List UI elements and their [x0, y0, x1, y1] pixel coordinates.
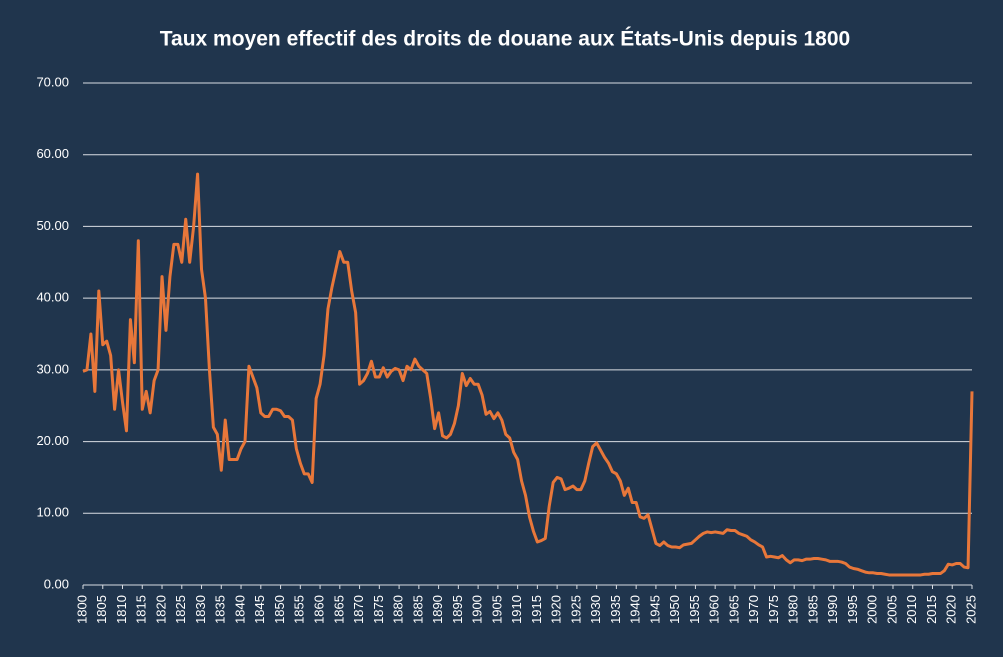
- x-tick-label: 2005: [884, 595, 899, 624]
- x-tick-label: 1925: [568, 595, 583, 624]
- x-tick-label: 1875: [371, 595, 386, 624]
- x-tick-label: 1805: [94, 595, 109, 624]
- x-tick-label: 1980: [786, 595, 801, 624]
- x-tick-label: 1880: [391, 595, 406, 624]
- x-tick-label: 1990: [825, 595, 840, 624]
- x-tick-label: 1820: [153, 595, 168, 624]
- x-tick-label: 1895: [450, 595, 465, 624]
- x-tick-label: 1850: [272, 595, 287, 624]
- x-tick-label: 2020: [944, 595, 959, 624]
- x-tick-label: 1835: [213, 595, 228, 624]
- y-tick-label: 30.00: [36, 361, 69, 376]
- x-tick-label: 1995: [845, 595, 860, 624]
- x-tick-label: 1985: [805, 595, 820, 624]
- x-tick-label: 1950: [667, 595, 682, 624]
- x-tick-label: 1860: [312, 595, 327, 624]
- x-tick-label: 1910: [509, 595, 524, 624]
- y-tick-label: 10.00: [36, 505, 69, 520]
- x-tick-label: 1900: [470, 595, 485, 624]
- data-line: [82, 172, 974, 577]
- x-tick-label: 1965: [726, 595, 741, 624]
- x-tick-label: 1840: [232, 595, 247, 624]
- y-tick-label: 20.00: [36, 433, 69, 448]
- x-tick-label: 1890: [430, 595, 445, 624]
- x-tick-label: 1945: [647, 595, 662, 624]
- x-tick-label: 1810: [114, 595, 129, 624]
- x-tick-label: 1845: [252, 595, 267, 624]
- chart-title: Taux moyen effectif des droits de douane…: [160, 28, 850, 51]
- x-tick-label: 2015: [924, 595, 939, 624]
- x-tick-label: 1905: [489, 595, 504, 624]
- x-tick-label: 2010: [904, 595, 919, 624]
- x-tick-label: 2000: [865, 595, 880, 624]
- x-tick-label: 1960: [707, 595, 722, 624]
- x-tick-label: 2025: [963, 595, 978, 624]
- x-tick-label: 1825: [173, 595, 188, 624]
- x-tick-label: 1940: [628, 595, 643, 624]
- x-tick-label: 1935: [608, 595, 623, 624]
- x-tick-label: 1865: [331, 595, 346, 624]
- x-tick-label: 1815: [134, 595, 149, 624]
- x-tick-label: 1870: [351, 595, 366, 624]
- x-tick-label: 1800: [74, 595, 89, 624]
- x-tick-label: 1885: [410, 595, 425, 624]
- y-tick-label: 0.00: [44, 576, 69, 591]
- x-tick-label: 1930: [588, 595, 603, 624]
- x-tick-label: 1975: [766, 595, 781, 624]
- y-tick-label: 60.00: [36, 146, 69, 161]
- y-tick-label: 40.00: [36, 290, 69, 305]
- x-tick-label: 1855: [292, 595, 307, 624]
- x-tick-label: 1915: [529, 595, 544, 624]
- y-tick-label: 50.00: [36, 218, 69, 233]
- x-tick-label: 1830: [193, 595, 208, 624]
- x-tick-label: 1970: [746, 595, 761, 624]
- x-tick-label: 1955: [687, 595, 702, 624]
- x-tick-label: 1920: [549, 595, 564, 624]
- y-tick-label: 70.00: [36, 74, 69, 89]
